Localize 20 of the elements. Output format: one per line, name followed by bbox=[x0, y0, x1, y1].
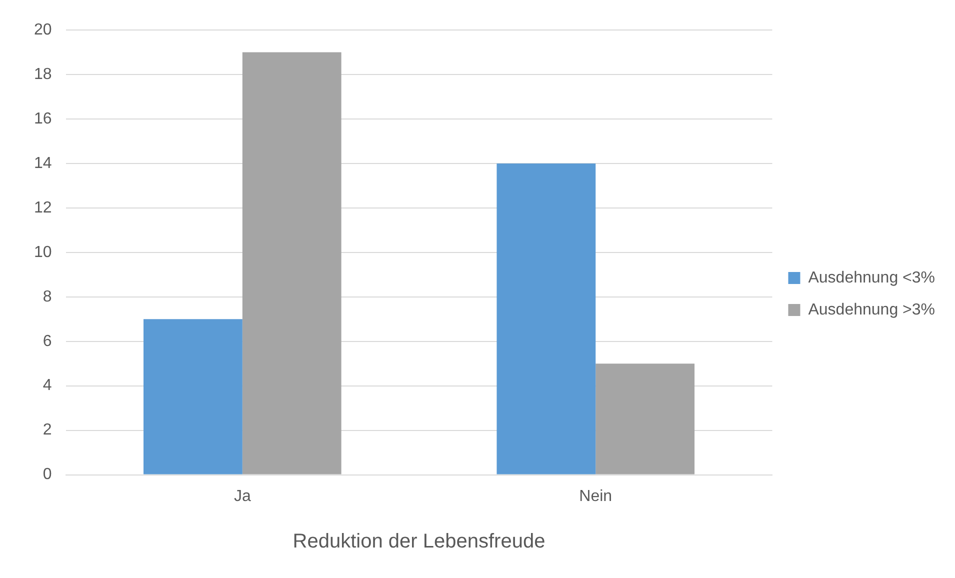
y-tick-label: 4 bbox=[42, 377, 52, 394]
y-tick-label: 18 bbox=[34, 66, 52, 83]
x-axis-title: Reduktion der Lebensfreude bbox=[292, 530, 546, 553]
y-tick-label: 2 bbox=[42, 422, 52, 439]
legend-label: Ausdehnung <3% bbox=[808, 269, 936, 286]
x-tick-label: Ja bbox=[234, 488, 251, 505]
y-tick-label: 12 bbox=[34, 199, 52, 216]
x-tick-label: Nein bbox=[579, 488, 612, 505]
bar bbox=[596, 364, 695, 474]
y-tick-label: 6 bbox=[42, 332, 52, 350]
y-tick-label: 20 bbox=[34, 21, 52, 38]
bar bbox=[144, 319, 242, 474]
y-tick-label: 16 bbox=[34, 110, 52, 128]
y-tick-label: 8 bbox=[42, 288, 52, 306]
y-tick-label: 10 bbox=[34, 244, 52, 261]
legend-label: Ausdehnung >3% bbox=[808, 301, 936, 318]
y-tick-label: 14 bbox=[34, 154, 52, 172]
y-tick-label: 0 bbox=[42, 466, 52, 484]
bar bbox=[496, 163, 596, 474]
bar bbox=[242, 52, 342, 474]
